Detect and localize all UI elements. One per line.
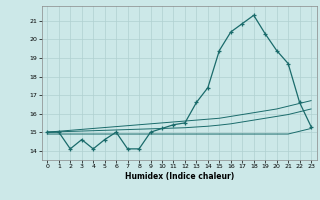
X-axis label: Humidex (Indice chaleur): Humidex (Indice chaleur) [124, 172, 234, 181]
